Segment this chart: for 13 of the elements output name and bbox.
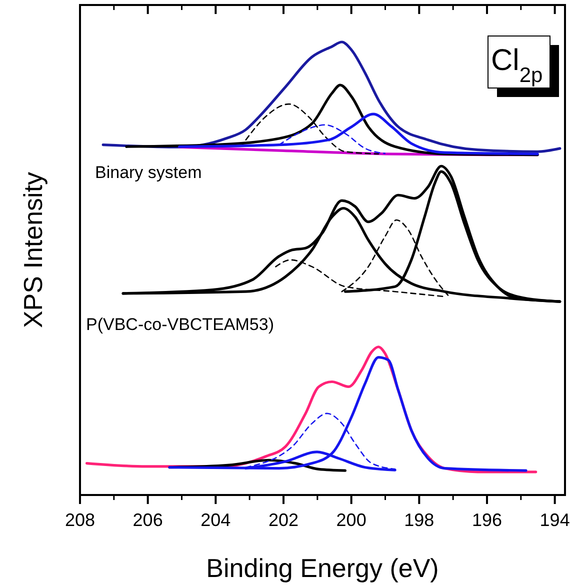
y-axis-title: XPS Intensity: [18, 172, 48, 328]
x-tick-label: 198: [404, 510, 434, 530]
chart-title: Cl$_{2p}$: [491, 44, 543, 86]
x-tick-label: 204: [200, 510, 231, 530]
x-tick-label: 206: [132, 510, 163, 530]
annotation: Binary system: [95, 163, 202, 182]
x-tick-label: 208: [64, 510, 96, 530]
x-axis-title: Binding Energy (eV): [206, 553, 439, 583]
x-tick-label: 194: [540, 510, 570, 530]
x-tick-label: 202: [268, 510, 299, 530]
annotation: P(VBC-co-VBCTEAM53): [86, 315, 274, 334]
x-tick-label: 196: [472, 510, 502, 530]
x-tick-label: 200: [336, 510, 366, 530]
